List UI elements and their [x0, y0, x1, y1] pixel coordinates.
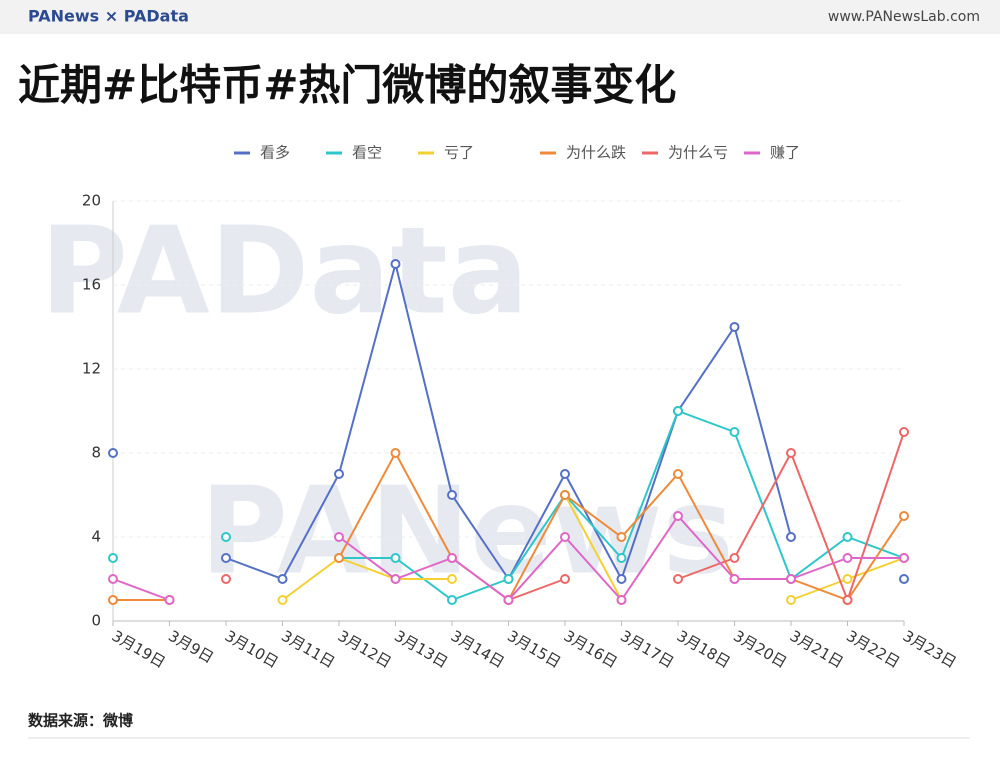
point [560, 490, 570, 500]
x-tick-label: 3月17日 [617, 627, 677, 672]
source: 数据来源：微博 [28, 712, 133, 730]
point [108, 553, 118, 563]
site: www.PANewsLab.com [828, 9, 980, 25]
point [729, 574, 740, 584]
point [673, 511, 683, 521]
legend-label: 看多 [260, 144, 290, 162]
y-tick-label: 4 [91, 528, 101, 546]
point [616, 553, 627, 563]
point [786, 532, 796, 542]
point [842, 595, 853, 605]
point [334, 469, 344, 479]
point [447, 595, 457, 605]
point [447, 574, 457, 584]
point [390, 553, 401, 563]
y-tick-label: 0 [91, 612, 101, 630]
x-tick-label: 3月22日 [843, 627, 903, 672]
point [334, 553, 344, 563]
x-tick-label: 3月12日 [335, 627, 395, 672]
point [447, 553, 457, 563]
point [503, 574, 514, 584]
y-tick-label: 12 [82, 360, 101, 378]
x-tick-label: 3月9日 [165, 627, 217, 667]
x-tick-label: 3月21日 [787, 627, 847, 672]
point [729, 322, 740, 332]
point [673, 406, 683, 416]
point [786, 448, 796, 458]
watermark: PAData [40, 203, 529, 342]
watermark: PANews [200, 463, 734, 602]
legend-label: 赚了 [770, 144, 800, 162]
point [503, 595, 514, 605]
point [390, 574, 401, 584]
x-tick-label: 3月23日 [900, 627, 960, 672]
legend-label: 亏了 [444, 144, 474, 162]
x-tick-label: 3月14日 [448, 627, 508, 672]
brand: PANews × PAData [28, 7, 189, 26]
point [786, 574, 796, 584]
x-tick-label: 3月19日 [109, 627, 169, 672]
point [277, 574, 288, 584]
y-tick-label: 20 [82, 192, 101, 210]
point [221, 574, 231, 584]
x-tick-label: 3月18日 [674, 627, 734, 672]
x-tick-label: 3月20日 [730, 627, 790, 672]
legend-label: 为什么亏 [668, 144, 728, 162]
y-tick-label: 16 [82, 276, 101, 294]
point [673, 574, 683, 584]
point [221, 553, 231, 563]
point [899, 511, 909, 521]
point [842, 532, 853, 542]
x-tick-label: 3月13日 [391, 627, 451, 672]
x-tick-label: 3月11日 [278, 627, 338, 672]
point [842, 574, 853, 584]
x-tick-label: 3月16日 [561, 627, 621, 672]
legend-label: 看空 [352, 144, 382, 162]
point [560, 574, 570, 584]
point [221, 532, 231, 542]
point [673, 469, 683, 479]
point [729, 553, 740, 563]
point [560, 469, 570, 479]
point [277, 595, 288, 605]
x-tick-label: 3月10日 [222, 627, 282, 672]
point [108, 595, 118, 605]
point [390, 259, 401, 269]
point [616, 595, 627, 605]
legend-label: 为什么跌 [566, 144, 626, 162]
point [108, 448, 118, 458]
chart-title: 近期#比特币#热门微博的叙事变化 [18, 61, 676, 110]
point [899, 427, 909, 437]
point [616, 532, 627, 542]
point [616, 574, 627, 584]
header-bar [0, 0, 1000, 34]
point [899, 553, 909, 563]
point [786, 595, 796, 605]
point [729, 427, 740, 437]
point [334, 532, 344, 542]
point [108, 574, 118, 584]
point [447, 490, 457, 500]
point [164, 595, 175, 605]
point [842, 553, 853, 563]
point [899, 574, 909, 584]
x-tick-label: 3月15日 [504, 627, 564, 672]
point [560, 532, 570, 542]
y-tick-label: 8 [91, 444, 101, 462]
point [390, 448, 401, 458]
